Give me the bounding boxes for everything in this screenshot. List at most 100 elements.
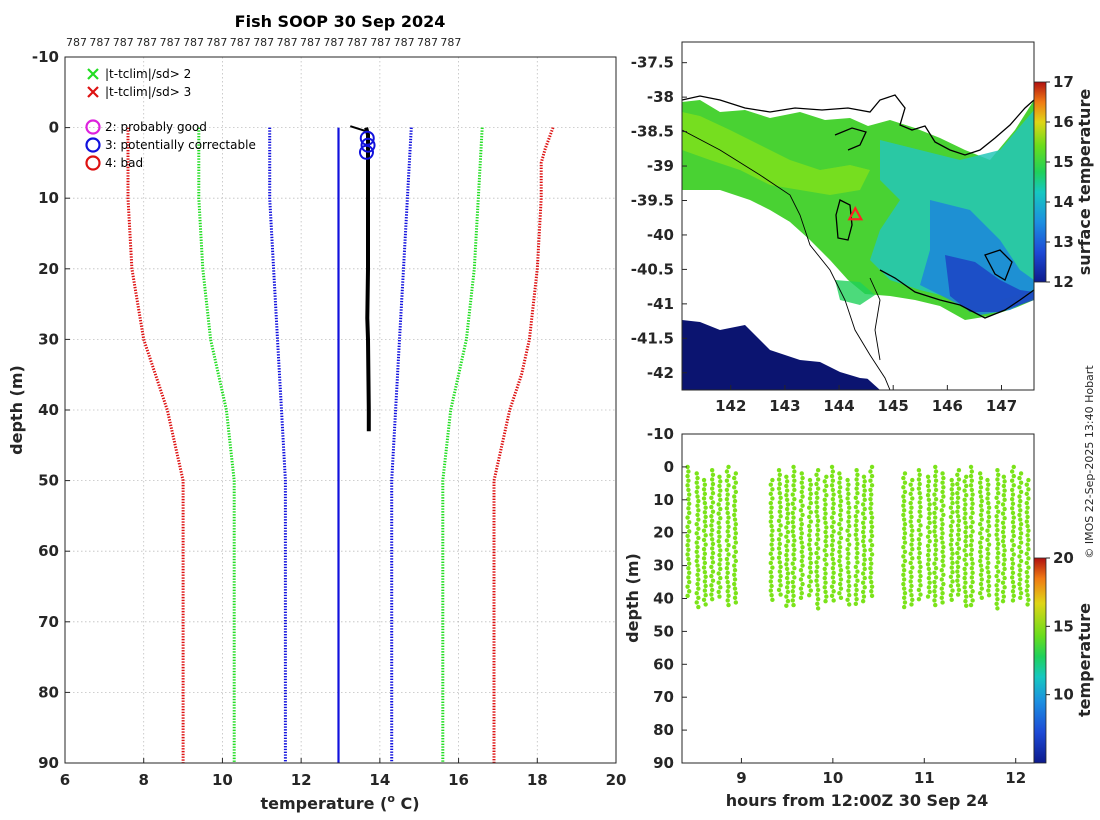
profile-x-tick-label: 14 xyxy=(369,771,390,789)
profile-top-labels: 787 787 787 787 787 787 787 787 787 787 787 787 787 7… xyxy=(66,36,461,49)
section-data-point xyxy=(815,564,820,570)
section-data-point xyxy=(910,528,915,533)
section-data-point xyxy=(1002,585,1007,590)
section-y-tick-label: 80 xyxy=(653,721,674,739)
section-data-point xyxy=(869,589,874,594)
section-data-point xyxy=(862,557,867,562)
section-data-point xyxy=(798,526,804,531)
section-data-point xyxy=(996,578,1001,583)
map-colorbar-tick-label: 15 xyxy=(1053,153,1074,171)
section-data-point xyxy=(956,518,962,524)
section-data-point xyxy=(718,566,723,572)
section-data-point xyxy=(814,500,819,505)
section-data-point xyxy=(815,532,820,537)
section-data-point xyxy=(790,570,795,576)
section-data-point xyxy=(1026,556,1031,561)
section-data-point xyxy=(1026,528,1031,533)
map-colorbar-label: surface temperature xyxy=(1075,89,1094,276)
section-data-point xyxy=(733,558,739,564)
section-data-point xyxy=(791,524,796,529)
section-data-point xyxy=(685,483,690,488)
section-data-point xyxy=(718,585,723,590)
section-data-point xyxy=(853,564,859,570)
section-data-point xyxy=(955,532,961,537)
section-data-point xyxy=(716,502,721,507)
section-data-point xyxy=(855,560,860,565)
section-data-point xyxy=(732,475,737,481)
section-data-point xyxy=(994,573,999,579)
section-data-point xyxy=(709,495,714,501)
section-data-point xyxy=(717,562,722,567)
section-data-point xyxy=(776,477,782,482)
section-data-point xyxy=(955,560,960,565)
section-data-point xyxy=(901,503,906,508)
section-data-point xyxy=(1018,586,1023,591)
section-data-point xyxy=(837,591,842,596)
section-data-point xyxy=(986,519,991,524)
profile-x-tick-label: 6 xyxy=(60,771,70,789)
section-data-point xyxy=(716,520,721,526)
section-data-point xyxy=(768,482,773,487)
section-data-point xyxy=(776,537,782,542)
section-data-point xyxy=(855,550,860,556)
section-data-point xyxy=(962,566,967,572)
section-data-point xyxy=(1009,575,1015,580)
section-data-point xyxy=(822,516,827,521)
section-data-point xyxy=(901,498,907,504)
section-data-point xyxy=(964,552,969,558)
section-data-point xyxy=(941,554,946,559)
section-data-point xyxy=(800,503,805,508)
section-data-point xyxy=(962,516,967,521)
section-data-point xyxy=(955,509,960,514)
section-data-point xyxy=(815,477,821,482)
profile-x-tick-label: 10 xyxy=(212,771,233,789)
section-data-point xyxy=(955,583,961,588)
section-data-point xyxy=(986,514,992,520)
profile-plot-area xyxy=(65,57,616,763)
section-data-point xyxy=(733,531,739,536)
section-data-point xyxy=(860,539,866,544)
profile-top-label: 787 xyxy=(370,36,391,49)
section-data-point xyxy=(790,561,795,566)
section-data-point xyxy=(831,579,836,585)
section-data-point xyxy=(686,487,691,493)
section-data-point xyxy=(701,597,707,603)
section-data-point xyxy=(830,566,836,571)
section-data-point xyxy=(725,519,730,525)
legend-label: |t-tclim|/sd> 3 xyxy=(105,85,191,99)
section-data-point xyxy=(1018,526,1023,531)
section-data-point xyxy=(933,483,938,488)
section-data-point xyxy=(791,533,796,539)
section-data-point xyxy=(908,519,913,524)
map-y-tick-label: -39 xyxy=(647,157,674,175)
section-data-point xyxy=(830,496,836,502)
section-data-point xyxy=(978,475,984,481)
section-data-point xyxy=(1002,566,1007,572)
section-data-point xyxy=(837,549,842,554)
section-data-point xyxy=(846,482,851,487)
section-data-point xyxy=(824,562,829,567)
section-data-point xyxy=(777,560,783,565)
section-data-point xyxy=(986,523,992,529)
section-data-point xyxy=(1011,543,1016,548)
section-data-point xyxy=(703,514,708,520)
section-data-point xyxy=(956,477,962,482)
section-data-point xyxy=(696,595,701,601)
section-colorbar xyxy=(1033,557,1047,764)
map-colorbar-ticks: 12 13 14 15 16 17 xyxy=(1046,73,1074,291)
section-data-point xyxy=(694,489,699,495)
section-data-point xyxy=(1024,510,1030,515)
section-data-point xyxy=(709,467,715,473)
section-data-point xyxy=(964,543,969,549)
section-data-point xyxy=(847,583,852,589)
section-data-point xyxy=(939,595,944,601)
section-data-point xyxy=(918,495,923,501)
section-data-point xyxy=(784,552,789,558)
section-data-point xyxy=(995,546,1000,551)
section-data-point xyxy=(901,586,907,591)
section-data-point xyxy=(949,546,954,552)
section-data-point xyxy=(784,492,789,498)
section-data-point xyxy=(822,506,827,512)
section-data-point xyxy=(784,566,790,572)
section-data-point xyxy=(830,538,836,543)
